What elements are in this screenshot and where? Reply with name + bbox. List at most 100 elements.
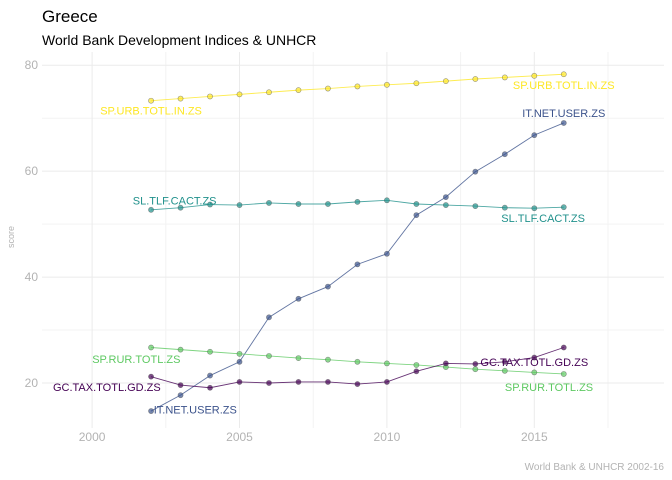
data-point — [501, 367, 508, 374]
data-point — [354, 198, 361, 205]
data-point — [295, 201, 302, 207]
series-label: SP.URB.TOTL.IN.ZS — [100, 105, 202, 117]
data-point — [177, 346, 184, 353]
data-point — [295, 87, 302, 94]
data-point — [207, 201, 213, 208]
data-point — [442, 78, 449, 85]
data-point — [560, 71, 567, 78]
data-point — [442, 194, 449, 201]
data-point — [266, 200, 272, 206]
x-tick-label: 2005 — [226, 430, 253, 444]
y-tick-label: 60 — [25, 164, 39, 178]
data-point — [384, 250, 390, 257]
data-point — [442, 360, 449, 367]
data-point — [295, 379, 302, 385]
data-point — [266, 353, 272, 359]
data-point — [266, 314, 272, 321]
data-point — [413, 201, 420, 207]
data-point — [413, 212, 420, 219]
series-label: IT.NET.USER.ZS — [522, 108, 605, 120]
data-point — [207, 93, 213, 100]
data-point — [384, 81, 390, 88]
series-label: SP.RUR.TOTL.ZS — [505, 382, 593, 394]
data-point — [560, 371, 567, 377]
y-tick-label: 20 — [25, 376, 39, 390]
y-axis-label: score — [6, 226, 16, 248]
data-point — [531, 354, 538, 361]
data-point — [325, 356, 331, 363]
data-point — [148, 408, 154, 414]
y-tick-label: 80 — [25, 58, 39, 72]
y-tick-label: 40 — [25, 270, 39, 284]
data-point — [354, 261, 361, 268]
data-point — [177, 392, 184, 399]
data-point — [442, 202, 449, 208]
data-point — [325, 201, 331, 207]
data-point — [472, 361, 479, 367]
series-SP.URB.TOTL.IN.ZS — [148, 71, 567, 104]
data-point — [266, 89, 272, 96]
data-point — [207, 372, 213, 379]
data-point — [177, 204, 184, 211]
data-point — [384, 360, 390, 367]
data-point — [413, 362, 420, 368]
data-point — [472, 366, 479, 373]
x-tick-label: 2010 — [374, 430, 401, 444]
axis-ticks: 2000 2005 2010 2015 20 40 60 80 — [25, 58, 548, 444]
series-IT.NET.USER.ZS — [148, 120, 567, 414]
data-point — [148, 97, 154, 104]
data-point — [236, 358, 243, 365]
data-point — [236, 350, 243, 357]
data-point — [354, 358, 361, 365]
data-point — [148, 373, 154, 380]
data-point — [560, 204, 567, 211]
data-point — [501, 74, 508, 81]
data-point — [560, 120, 567, 126]
data-point — [295, 355, 302, 361]
gridlines — [42, 52, 664, 428]
data-point — [236, 202, 243, 208]
data-point — [384, 197, 390, 204]
series-SL.TLF.CACT.ZS — [148, 197, 567, 213]
data-point — [177, 382, 184, 389]
x-tick-label: 2000 — [79, 430, 106, 444]
data-point — [472, 203, 479, 210]
data-point — [531, 369, 538, 376]
data-point — [236, 91, 243, 98]
data-point — [325, 85, 331, 92]
data-point — [325, 283, 331, 290]
data-point — [177, 95, 184, 102]
series-label: SL.TLF.CACT.ZS — [133, 195, 217, 207]
data-point — [501, 151, 508, 158]
series-label: GC.TAX.TOTL.GD.ZS — [480, 357, 588, 369]
data-point — [354, 83, 361, 90]
data-point — [531, 205, 538, 212]
data-point — [236, 379, 243, 385]
data-point — [266, 380, 272, 386]
data-point — [295, 295, 302, 302]
data-point — [413, 368, 420, 375]
data-point — [531, 132, 538, 139]
series-label: GC.TAX.TOTL.GD.ZS — [53, 382, 161, 394]
data-point — [207, 348, 213, 355]
data-point — [501, 358, 508, 365]
data-point — [207, 384, 213, 391]
data-point — [148, 344, 154, 351]
chart-caption: World Bank & UNHCR 2002-16 — [525, 462, 665, 473]
data-point — [472, 76, 479, 82]
data-point — [531, 72, 538, 79]
data-point — [472, 168, 479, 175]
data-point — [413, 80, 420, 87]
x-tick-label: 2015 — [521, 430, 548, 444]
data-point — [384, 379, 390, 385]
series-labels: SP.URB.TOTL.IN.ZS SP.URB.TOTL.IN.ZS IT.NET… — [53, 80, 615, 417]
series-SP.RUR.TOTL.ZS — [148, 344, 567, 377]
data-point — [325, 379, 331, 385]
data-point — [501, 204, 508, 211]
data-point — [560, 344, 567, 351]
series-GC.TAX.TOTL.GD.ZS — [148, 344, 567, 391]
series-label: SL.TLF.CACT.ZS — [501, 213, 585, 225]
data-point — [354, 381, 361, 387]
data-point — [148, 206, 154, 213]
